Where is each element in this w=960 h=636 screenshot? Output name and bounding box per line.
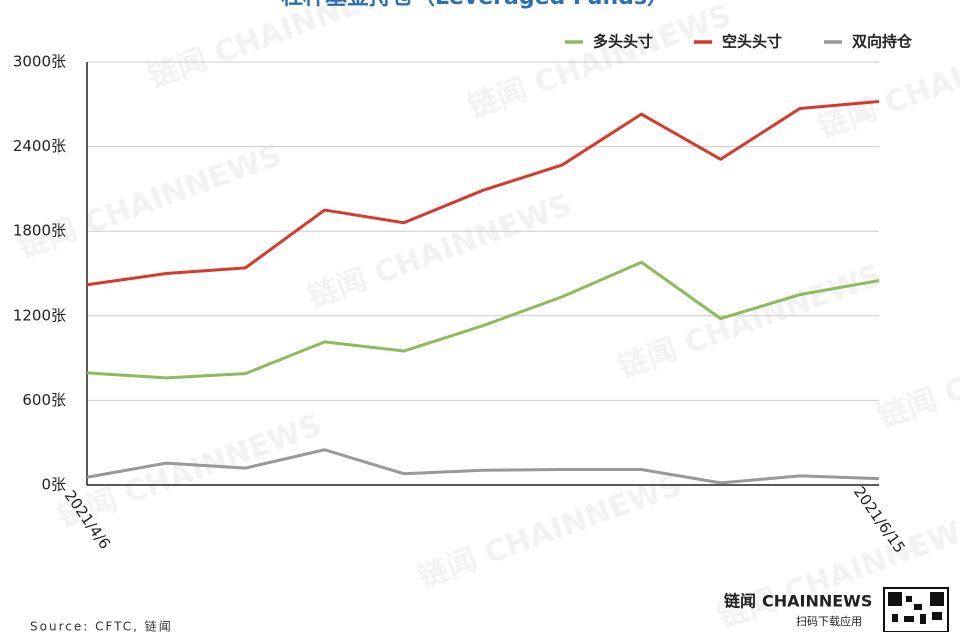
legend-label: 多头头寸 [593,33,653,51]
y-tick-label: 1200张 [13,306,66,324]
chart-title: 杠杆基金持仓（Leveraged Funds） [281,0,669,10]
watermark: 链闻 CHAINNEWS [414,468,687,596]
y-tick-label: 2400张 [13,137,66,155]
watermark: 链闻 CHAINNEWS [614,258,887,386]
source: Source: CFTC, 链闻 [30,619,173,633]
y-tick-label: 1800张 [13,222,66,240]
series-line [86,260,880,380]
watermark: 链闻 CHAINNEWS [464,0,737,126]
qr-code [883,587,949,633]
logo-name: CHAINNEWS [762,592,872,611]
logo-brand: 链闻 [724,592,756,611]
series-line [86,448,880,485]
legend-label: 双向持仓 [852,33,913,51]
y-tick-label: 0张 [41,476,66,494]
legend-label: 空头头寸 [722,33,782,51]
watermark: 链闻 CHAINNEWS [14,138,287,266]
y-tick-label: 3000张 [13,53,66,71]
y-tick-label: 600张 [22,391,66,409]
watermark: 链闻 CHAINNEWS [144,0,417,96]
watermark: 链闻 CHAINNEWS [874,308,960,436]
series-line [86,99,880,287]
logo-caption: 扫码下载应用 [796,614,862,628]
